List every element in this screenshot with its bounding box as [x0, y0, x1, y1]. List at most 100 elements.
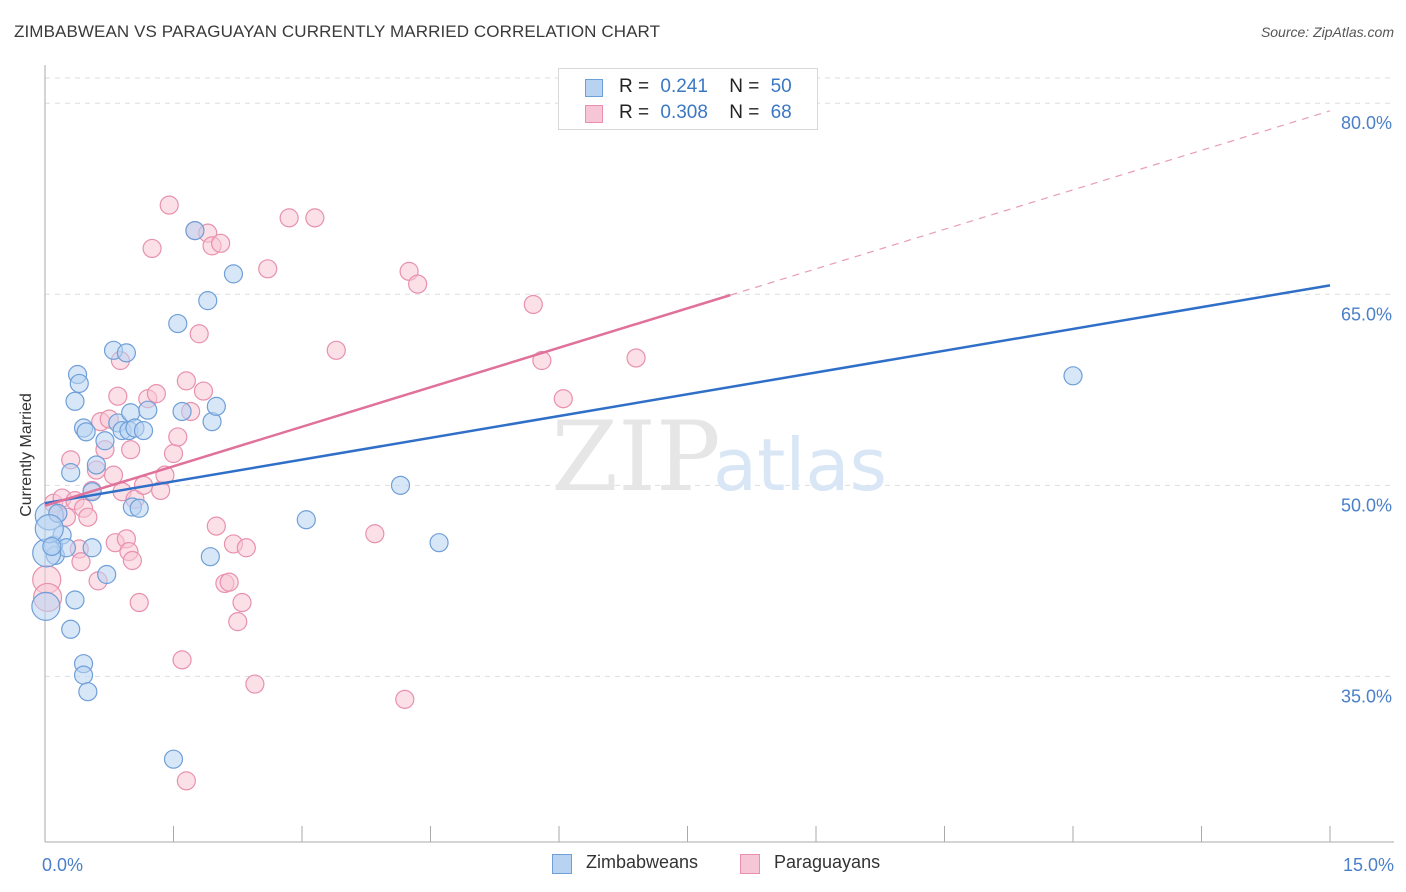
legend-n-value: 68: [770, 102, 792, 123]
paraguayan-point: [78, 507, 98, 527]
paraguayan-point: [172, 650, 192, 670]
paraguayan-point: [108, 386, 128, 406]
watermark-zip: ZIP: [551, 401, 720, 513]
zimbabwean-point: [296, 510, 316, 530]
legend-swatch-pink: [585, 105, 603, 123]
paraguayan-point: [193, 381, 214, 401]
y-tick-label: 50.0%: [1341, 495, 1392, 515]
paraguayan-point: [219, 572, 239, 592]
zimbabwean-point: [69, 373, 89, 394]
bottom-legend-label: Paraguayans: [774, 852, 881, 872]
zimbabwean-point: [163, 749, 184, 769]
y-tick-label: 65.0%: [1341, 304, 1392, 324]
bottom-legend-swatch-pink: [740, 854, 760, 874]
trend-line-dashed: [730, 110, 1331, 296]
paraguayan-point: [305, 208, 325, 228]
zimbabwean-point: [172, 401, 192, 422]
paraguayan-point: [626, 348, 646, 368]
y-axis-label: Currently Married: [18, 393, 35, 517]
paraguayan-point: [71, 552, 91, 572]
zimbabwean-point: [206, 396, 226, 416]
paraguayan-point: [121, 440, 141, 460]
paraguayan-point: [523, 294, 543, 315]
zimbabwean-point: [223, 264, 244, 284]
paraguayan-point: [365, 524, 385, 544]
paraguayan-point: [211, 233, 231, 253]
x-tick-label: 15.0%: [1343, 855, 1394, 875]
zimbabwean-point: [61, 619, 81, 639]
legend-r-value: 0.241: [660, 76, 708, 97]
paraguayan-point: [142, 238, 162, 259]
zimbabwean-point: [116, 343, 136, 363]
paraguayan-point: [206, 516, 226, 536]
zimbabwean-point: [97, 564, 117, 585]
zimbabweans-points: [31, 220, 1083, 769]
zimbabwean-point: [42, 536, 62, 557]
trend-line-solid: [44, 284, 1331, 505]
legend-row-zimbabweans: R = 0.241 N = 50: [559, 76, 819, 100]
legend-r-label: R =: [619, 102, 650, 123]
paraguayan-point: [228, 612, 248, 632]
paraguayan-point: [168, 427, 188, 447]
legend-n-label: N =: [729, 102, 760, 123]
paraguayan-point: [236, 538, 256, 558]
zimbabwean-point: [95, 431, 115, 451]
zimbabwean-point: [78, 682, 98, 702]
watermark: ZIP atlas: [551, 401, 887, 513]
paraguayan-point: [553, 389, 573, 409]
y-tick-label: 35.0%: [1341, 686, 1392, 706]
paraguayan-point: [279, 208, 299, 228]
trend-line-solid: [44, 293, 731, 507]
zimbabwean-point: [198, 291, 218, 311]
paraguayan-point: [326, 340, 346, 360]
paraguayan-point: [122, 550, 142, 571]
paraguayan-point: [176, 371, 196, 391]
zimbabwean-point: [1063, 366, 1083, 386]
paraguayan-point: [532, 350, 552, 371]
zimbabwean-point: [168, 313, 188, 334]
zimbabwean-point: [73, 665, 94, 685]
legend-row-paraguayans: R = 0.308 N = 68: [559, 102, 819, 126]
y-tick-label: 80.0%: [1341, 113, 1392, 133]
zimbabwean-point: [138, 400, 158, 420]
zimbabwean-point: [61, 463, 81, 483]
legend-text: R = 0.308 N = 68: [619, 102, 792, 124]
zimbabwean-point: [200, 547, 220, 567]
paraguayan-point: [232, 592, 252, 613]
zimbabwean-point: [82, 538, 102, 558]
legend-n-label: N =: [729, 76, 760, 97]
x-tick-label: 0.0%: [42, 855, 83, 875]
zimbabwean-point: [429, 533, 449, 553]
paraguayan-point: [245, 674, 265, 694]
paraguayan-point: [159, 195, 179, 215]
paraguayan-point: [258, 259, 278, 279]
bottom-legend-swatch-blue: [552, 854, 572, 874]
zimbabwean-point: [86, 455, 107, 475]
zimbabwean-point: [133, 420, 154, 441]
watermark-atlas: atlas: [713, 423, 887, 507]
paraguayan-point: [176, 771, 196, 791]
paraguayan-point: [189, 324, 209, 344]
correlation-legend: R = 0.241 N = 50 R = 0.308 N = 68: [558, 68, 818, 130]
trend-lines: [44, 110, 1331, 507]
legend-r-value: 0.308: [660, 102, 708, 123]
paraguayan-point: [163, 443, 184, 464]
paraguayan-point: [146, 384, 166, 404]
legend-text: R = 0.241 N = 50: [619, 76, 792, 98]
zimbabwean-point: [185, 220, 205, 241]
paraguayan-point: [408, 274, 428, 294]
zimbabwean-point: [76, 422, 96, 442]
axes: [44, 65, 1394, 843]
chart-title: ZIMBABWEAN VS PARAGUAYAN CURRENTLY MARRI…: [14, 22, 661, 41]
zimbabwean-point: [31, 591, 61, 621]
legend-r-label: R =: [619, 76, 650, 97]
grid-lines: [45, 77, 1394, 677]
paraguayan-point: [395, 689, 415, 709]
tick-labels: 35.0% 50.0% 65.0% 80.0% 0.0% 15.0%: [42, 113, 1394, 875]
zimbabwean-point: [390, 475, 411, 495]
bottom-legend-label: Zimbabweans: [586, 852, 699, 872]
zimbabwean-point: [65, 590, 85, 610]
legend-n-value: 50: [770, 76, 792, 97]
legend-swatch-blue: [585, 79, 603, 97]
zimbabwean-point: [129, 498, 149, 518]
